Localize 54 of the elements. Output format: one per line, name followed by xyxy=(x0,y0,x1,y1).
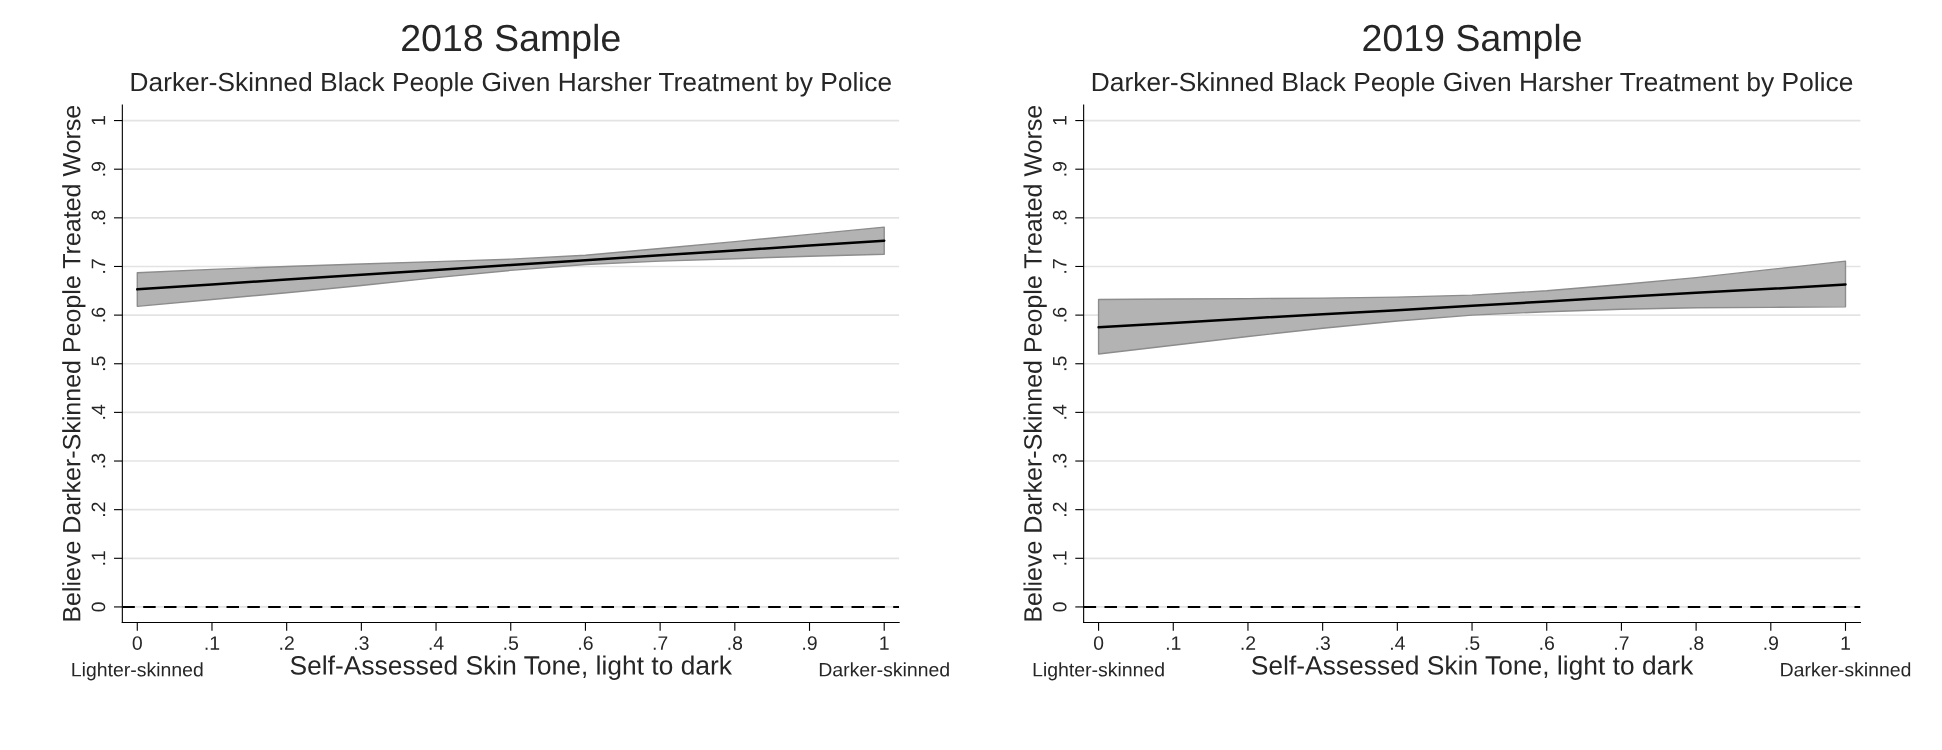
chart-subtitle: Darker-Skinned Black People Given Harsher Treatment by Police xyxy=(1092,71,1853,97)
y-tick-label: 1 xyxy=(91,116,106,125)
x-tick-label: 1 Darker-skinned xyxy=(1781,636,1911,677)
x-tick-label: .8 xyxy=(728,636,743,650)
y-tick-label: 1 xyxy=(1053,116,1067,125)
x-tick-label: 0 Lighter-skinned xyxy=(1033,636,1164,681)
y-tick-label: .8 xyxy=(91,210,106,225)
x-tick-label: .7 xyxy=(1615,636,1629,650)
x-tick-label: .4 xyxy=(429,636,444,650)
y-tick-label: .9 xyxy=(1052,162,1067,176)
y-axis-title: Believe Darker-Skinned People Treated Worse xyxy=(1023,105,1047,621)
y-tick-label: .1 xyxy=(1053,551,1067,565)
y-tick-label: .7 xyxy=(91,259,106,273)
x-tick-label: .5 xyxy=(1465,636,1480,650)
x-tick-label: .6 xyxy=(1540,636,1554,650)
x-tick-label: 1 Darker-skinned xyxy=(819,636,949,677)
chart-subtitle: Darker-Skinned Black People Given Harsher Treatment by Police xyxy=(131,71,891,97)
x-tick-label: .2 xyxy=(1241,636,1256,650)
line-series xyxy=(1097,283,1847,329)
x-axis-title: Self-Assessed Skin Tone, light to dark xyxy=(1252,655,1694,680)
y-tick-label: .3 xyxy=(91,453,106,468)
x-tick-label: .6 xyxy=(579,636,593,650)
y-tick-label: .6 xyxy=(91,307,106,322)
x-tick-label: .1 xyxy=(1166,636,1181,650)
chart-title: 2018 Sample xyxy=(402,23,620,59)
y-axis-title: Believe Darker-Skinned People Treated Worse xyxy=(62,105,86,621)
y-tick-label: 0 xyxy=(1052,602,1067,612)
x-tick-label: .3 xyxy=(1316,636,1330,650)
y-tick-label: .9 xyxy=(91,162,106,176)
x-tick-label: .2 xyxy=(280,636,294,650)
x-tick-label: .9 xyxy=(803,636,817,650)
y-tick-label: .4 xyxy=(91,404,106,419)
x-tick-label: .3 xyxy=(355,636,369,650)
y-tick-label: .2 xyxy=(1052,502,1067,516)
y-tick-label: 0 xyxy=(91,602,106,612)
x-tick-label: .1 xyxy=(205,636,220,650)
x-tick-label: .4 xyxy=(1391,636,1405,650)
x-tick-label: .5 xyxy=(504,636,519,650)
x-tick-label: .7 xyxy=(653,636,668,650)
x-tick-label: .8 xyxy=(1689,636,1704,650)
y-tick-label: .2 xyxy=(91,502,106,516)
y-tick-label: .5 xyxy=(1053,356,1067,371)
x-tick-label: 0 Lighter-skinned xyxy=(72,636,203,681)
x-tick-label: .9 xyxy=(1764,636,1778,650)
y-tick-label: .7 xyxy=(1053,259,1067,273)
x-axis-title: Self-Assessed Skin Tone, light to dark xyxy=(290,655,733,680)
y-tick-label: .8 xyxy=(1052,210,1067,225)
y-tick-label: .5 xyxy=(91,356,106,371)
y-tick-label: .4 xyxy=(1053,404,1067,419)
line-series xyxy=(136,239,886,291)
y-tick-label: .3 xyxy=(1052,453,1067,468)
chart-title: 2019 Sample xyxy=(1363,23,1581,59)
y-tick-label: .6 xyxy=(1052,307,1067,322)
y-tick-label: .1 xyxy=(91,551,106,565)
